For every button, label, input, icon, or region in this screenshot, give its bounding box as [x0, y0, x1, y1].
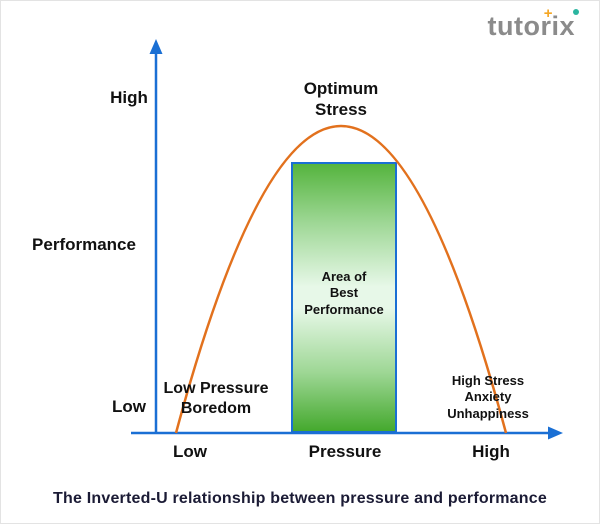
low-pressure-boredom-label: Low Pressure Boredom	[149, 379, 283, 419]
low-pressure-line2: Boredom	[180, 400, 252, 417]
y-axis-low-label: Low	[112, 397, 146, 416]
area-label-line1: Area of	[321, 269, 367, 284]
low-pressure-line1: Low Pressure	[163, 380, 269, 397]
inverted-u-curve	[174, 125, 508, 434]
x-axis-arrowhead-icon	[548, 426, 563, 440]
area-label-line3: Performance	[304, 301, 384, 317]
logo-text: tutorix	[487, 11, 575, 41]
optimum-stress-line1: Optimum	[303, 79, 379, 98]
x-axis-title: Pressure	[308, 442, 382, 461]
area-label-line2: Best	[329, 285, 359, 301]
best-performance-area-box	[291, 162, 397, 433]
optimum-stress-label: Optimum Stress	[266, 78, 416, 121]
high-stress-anxiety-label: High Stress Anxiety Unhappiness	[429, 373, 547, 422]
x-axis-low-label: Low	[173, 442, 207, 461]
high-stress-line1: High Stress	[451, 373, 525, 388]
y-axis-high-label: High	[110, 88, 148, 107]
x-axis-high-label: High	[472, 442, 510, 461]
logo-plus-icon: +	[543, 5, 553, 22]
high-stress-line2: Anxiety	[464, 389, 512, 405]
tutorix-logo: tutorix +	[487, 5, 579, 42]
y-axis-title: Performance	[32, 235, 136, 254]
area-of-best-performance-label: Area of Best Performance	[291, 269, 397, 318]
diagram-caption: The Inverted-U relationship between pres…	[53, 490, 547, 507]
logo-dot-icon	[573, 9, 579, 15]
optimum-stress-line2: Stress	[315, 100, 367, 120]
high-stress-line3: Unhappiness	[447, 405, 529, 421]
y-axis-arrowhead-icon	[149, 39, 163, 54]
